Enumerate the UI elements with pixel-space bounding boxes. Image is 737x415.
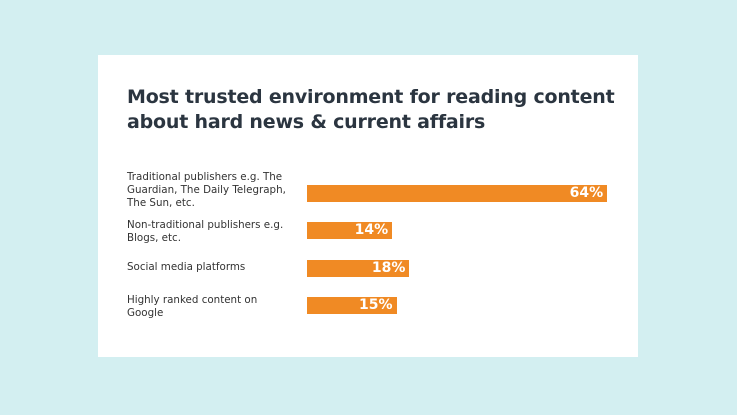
category-label: Traditional publishers e.g. The Guardian… (127, 171, 286, 209)
chart-title: Most trusted environment for reading con… (127, 86, 615, 133)
category-label: Non-traditional publishers e.g. Blogs, e… (127, 219, 284, 244)
chart-card: Most trusted environment for reading con… (98, 55, 638, 357)
data-label: 14% (354, 222, 389, 238)
bar: 14% (307, 222, 393, 239)
bar: 15% (307, 297, 397, 314)
data-label: 64% (569, 185, 604, 201)
data-label: 18% (371, 260, 406, 276)
bar: 64% (307, 185, 608, 202)
category-label: Highly ranked content on Google (127, 294, 258, 319)
data-label: 15% (358, 297, 393, 313)
bar: 18% (307, 260, 410, 277)
category-label: Social media platforms (127, 261, 246, 273)
